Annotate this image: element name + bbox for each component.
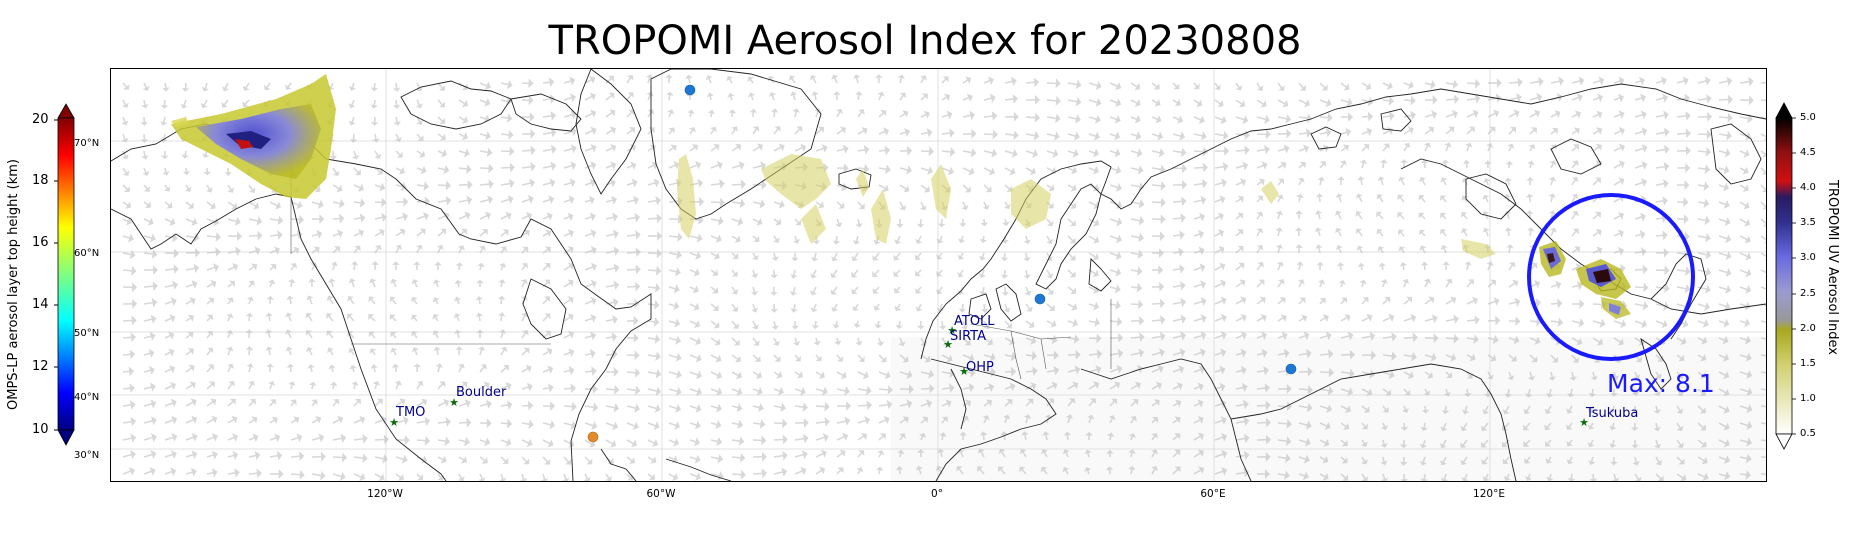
station-star: ★ — [389, 416, 399, 429]
aerosol-plume-asia — [1539, 241, 1631, 319]
station-label-atoll: ATOLL — [954, 314, 995, 329]
lat-label: 60°N — [74, 248, 100, 259]
aerosol-patches — [677, 154, 1496, 259]
left-colorbar-graphic — [54, 103, 75, 446]
station-label-tsukuba: Tsukuba — [1586, 406, 1639, 421]
lon-label: 60°W — [646, 488, 676, 500]
left-cb-tick: 20 — [32, 112, 49, 127]
blue-dot-marker — [1285, 363, 1297, 375]
left-cb-tick: 10 — [32, 422, 49, 437]
blue-dot-marker — [684, 84, 696, 96]
left-cb-tick: 14 — [32, 297, 49, 312]
right-cb-tick: 3.0 — [1800, 252, 1816, 263]
right-cb-tick: 3.5 — [1800, 217, 1816, 228]
max-value-text: Max: 8.1 — [1607, 369, 1715, 398]
station-label-ohp: OHP — [966, 360, 994, 375]
right-cb-tick: 1.0 — [1800, 393, 1816, 404]
left-cb-tick: 16 — [32, 235, 49, 250]
lon-label: 0° — [931, 488, 943, 500]
station-star: ★ — [947, 324, 957, 337]
max-highlight-circle — [1527, 193, 1695, 361]
lat-label: 30°N — [74, 450, 100, 461]
right-cb-tick: 2.0 — [1800, 323, 1816, 334]
lat-label: 50°N — [74, 328, 100, 339]
left-cb-tick: 18 — [32, 173, 49, 188]
map-canvas: ★ ★ ★ ★ ★ ★ — [111, 69, 1766, 481]
station-star: ★ — [959, 365, 969, 378]
left-cb-tick: 12 — [32, 359, 49, 374]
left-colorbar-label: OMPS-LP aerosol layer top height (km) — [6, 159, 21, 410]
right-cb-tick: 4.5 — [1800, 147, 1816, 158]
right-colorbar-graphic — [1775, 102, 1796, 450]
right-cb-tick: 0.5 — [1800, 428, 1816, 439]
lat-label: 40°N — [74, 392, 100, 403]
orange-dot-marker — [587, 431, 599, 443]
aerosol-plume-canada — [171, 74, 336, 199]
station-label-tmo: TMO — [396, 405, 426, 420]
station-star: ★ — [943, 338, 953, 351]
lon-label: 120°E — [1473, 488, 1505, 500]
right-colorbar-label: TROPOMI UV Aerosol Index — [1825, 180, 1840, 355]
station-star: ★ — [449, 396, 459, 409]
map-title: TROPOMI Aerosol Index for 20230808 — [548, 18, 1302, 64]
coastlines — [111, 69, 1766, 481]
right-cb-tick: 4.0 — [1800, 182, 1816, 193]
blue-dot-marker — [1034, 293, 1046, 305]
right-cb-tick: 5.0 — [1800, 112, 1816, 123]
right-cb-tick: 2.5 — [1800, 288, 1816, 299]
station-star: ★ — [1579, 416, 1589, 429]
lat-label: 70°N — [74, 138, 100, 149]
borders — [290, 144, 1112, 380]
lon-label: 60°E — [1200, 488, 1226, 500]
map-panel: ★ ★ ★ ★ ★ ★ — [110, 68, 1767, 482]
station-markers: ★ ★ ★ ★ ★ ★ — [389, 324, 1589, 429]
graticule — [111, 69, 1766, 481]
right-cb-tick: 1.5 — [1800, 358, 1816, 369]
station-label-sirta: SIRTA — [950, 329, 986, 344]
lon-label: 120°W — [367, 488, 403, 500]
station-label-boulder: Boulder — [456, 385, 507, 400]
